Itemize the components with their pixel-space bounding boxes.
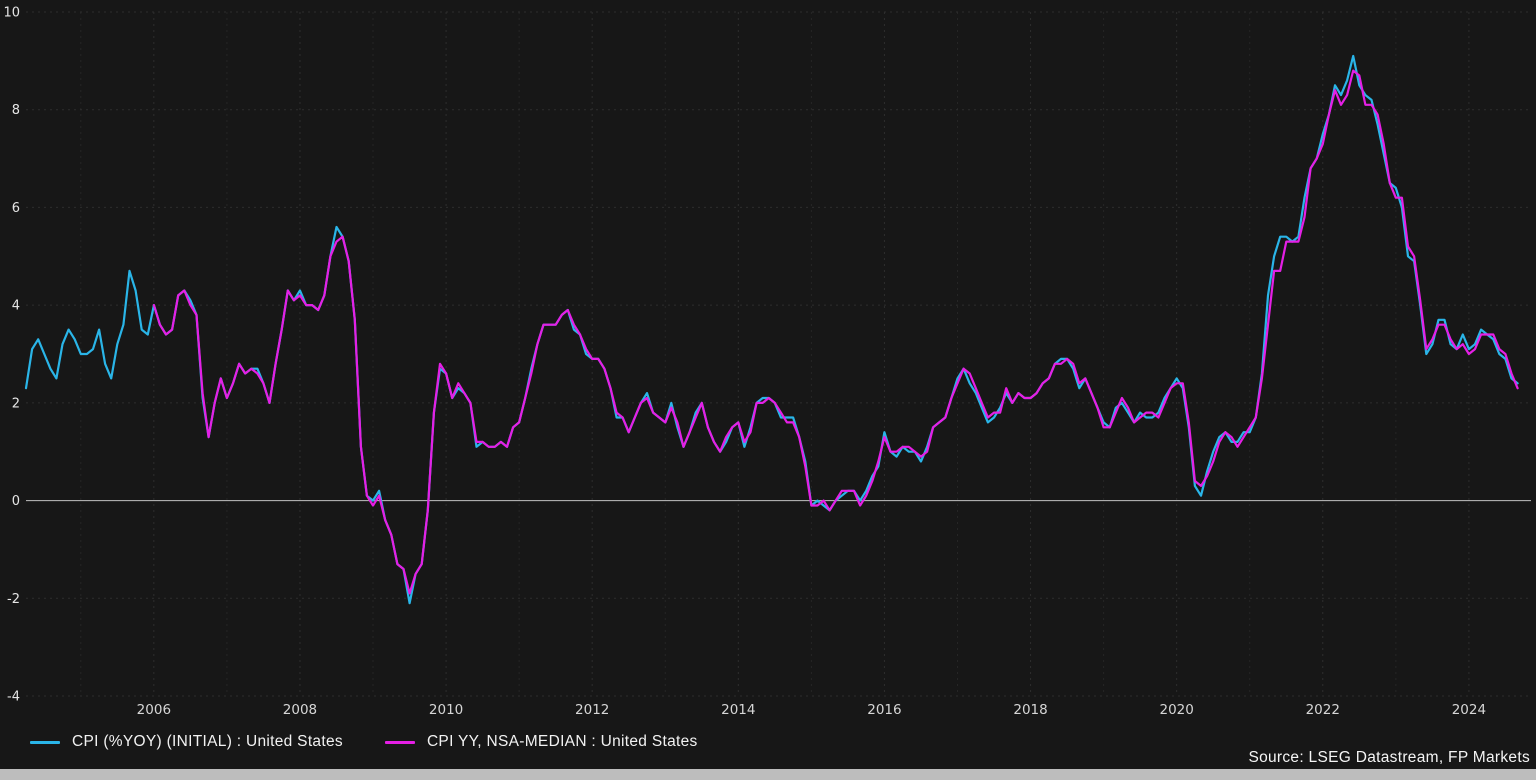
legend-line-swatch-magenta [384, 740, 415, 744]
legend-item-cpi-initial: CPI (%YOY) (INITIAL) : United States [30, 733, 343, 751]
svg-text:8: 8 [12, 103, 20, 118]
svg-text:6: 6 [12, 201, 20, 216]
svg-text:2020: 2020 [1159, 702, 1193, 718]
svg-text:2018: 2018 [1013, 702, 1047, 718]
svg-text:2024: 2024 [1452, 702, 1486, 718]
svg-text:2010: 2010 [429, 702, 463, 718]
legend-label-cpi-initial: CPI (%YOY) (INITIAL) : United States [72, 733, 343, 750]
svg-text:-2: -2 [7, 592, 20, 607]
legend-label-cpi-median: CPI YY, NSA-MEDIAN : United States [426, 733, 698, 750]
grid-lines [26, 11, 1531, 697]
y-axis-labels: 10 8 6 4 2 0 -2 -4 [3, 6, 20, 705]
x-axis-labels: 2006 2008 2010 2012 2014 2016 2018 2020 2022 2024 [137, 702, 1486, 718]
svg-text:2: 2 [12, 396, 20, 411]
chart-legend: CPI (%YOY) (INITIAL) : United States CPI… [30, 728, 698, 756]
legend-line-swatch-cyan [30, 740, 60, 744]
plot-background [0, 0, 1536, 722]
bottom-strip [0, 769, 1536, 780]
svg-text:2012: 2012 [575, 702, 609, 718]
svg-text:4: 4 [12, 299, 20, 314]
svg-text:10: 10 [3, 6, 20, 21]
svg-text:0: 0 [12, 494, 20, 509]
legend-item-cpi-median: CPI YY, NSA-MEDIAN : United States [384, 733, 698, 751]
source-attribution: Source: LSEG Datastream, FP Markets [1248, 749, 1530, 766]
svg-text:2006: 2006 [137, 702, 171, 718]
svg-text:-4: -4 [7, 690, 20, 705]
svg-text:2014: 2014 [721, 702, 755, 718]
svg-text:2008: 2008 [283, 702, 317, 718]
svg-text:2016: 2016 [867, 702, 901, 718]
series-line-1 [152, 69, 1519, 595]
svg-text:2022: 2022 [1306, 702, 1340, 718]
